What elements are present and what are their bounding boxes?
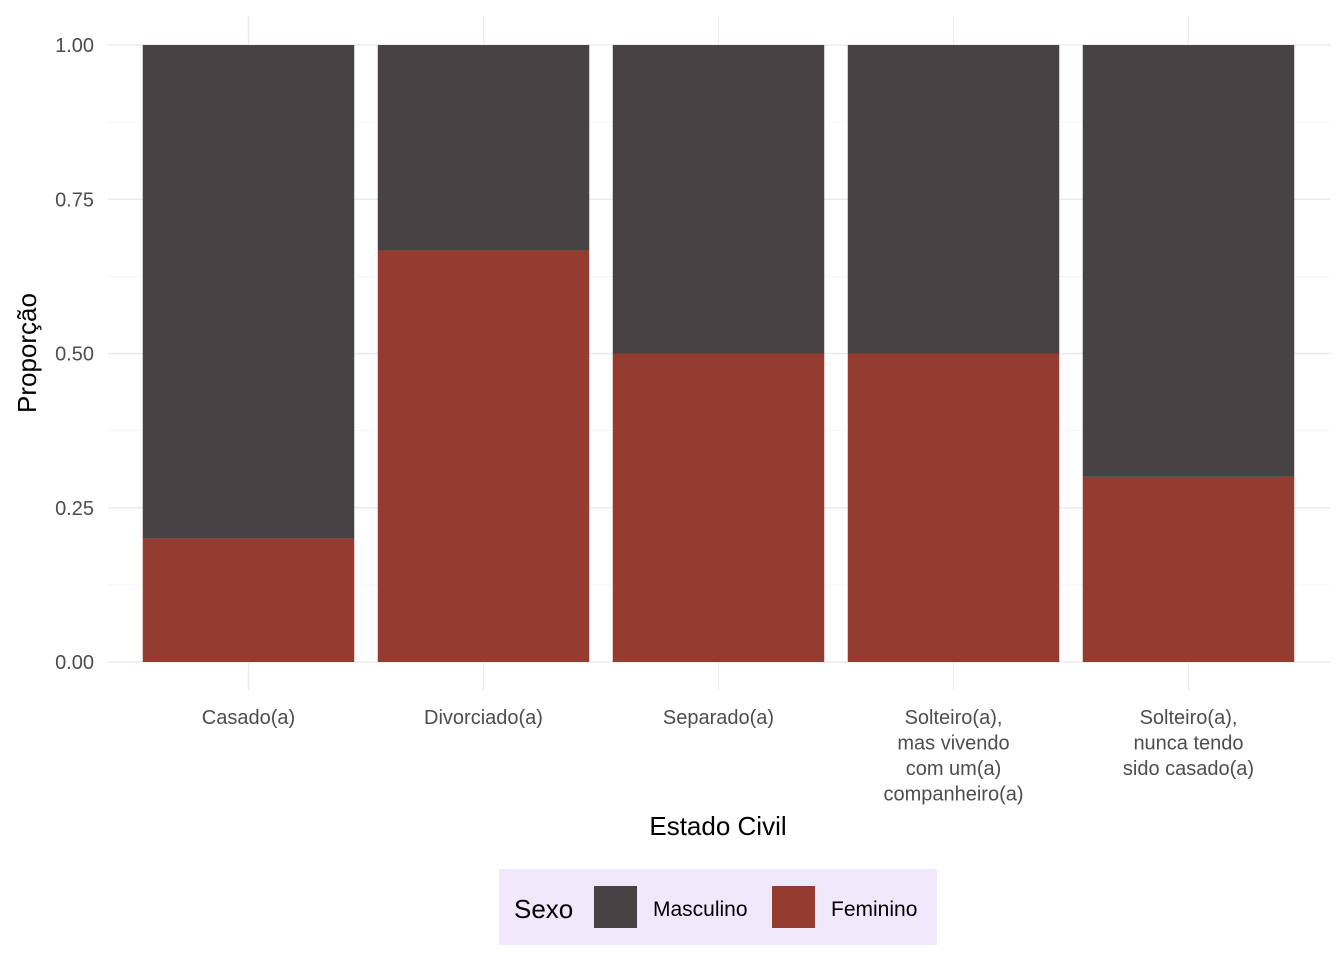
bar-feminino xyxy=(847,353,1060,662)
bars xyxy=(142,45,1295,662)
x-axis-title: Estado Civil xyxy=(649,811,786,841)
legend-key-masculino xyxy=(594,886,637,928)
x-tick-label: Solteiro(a), mas vivendo com um(a) companhe… xyxy=(883,707,1023,806)
y-tick-label: 0.00 xyxy=(55,652,94,674)
bar-feminino xyxy=(1082,476,1295,662)
x-tick-label: Solteiro(a), nunca tendo sido casado(a) xyxy=(1123,707,1254,780)
y-tick-label: 0.25 xyxy=(55,498,94,520)
bar-feminino xyxy=(377,250,590,662)
legend-key-feminino xyxy=(772,886,815,928)
y-tick-label: 0.50 xyxy=(55,344,94,366)
x-tick-label: Casado(a) xyxy=(202,707,295,729)
bar-masculino xyxy=(1082,45,1295,477)
legend-label-feminino: Feminino xyxy=(831,898,917,921)
legend-label-masculino: Masculino xyxy=(653,898,748,921)
bar-masculino xyxy=(377,45,590,251)
legend-title: Sexo xyxy=(514,894,573,924)
y-tick-label: 0.75 xyxy=(55,189,94,211)
bar-feminino xyxy=(142,538,355,662)
x-tick-label: Divorciado(a) xyxy=(424,707,543,729)
x-tick-label: Separado(a) xyxy=(663,707,774,729)
y-tick-label: 1.00 xyxy=(55,35,94,57)
x-axis-ticks: Casado(a) Divorciado(a) Separado(a) Solteir… xyxy=(202,707,1254,806)
y-axis-ticks: 0.00 0.25 0.50 0.75 1.00 xyxy=(55,35,94,674)
legend-background xyxy=(499,869,937,945)
bar-masculino xyxy=(142,45,355,539)
legend: Sexo Masculino Feminino xyxy=(499,869,937,945)
bar-masculino xyxy=(612,45,825,354)
legend-items: Masculino Feminino xyxy=(594,886,917,928)
bar-masculino xyxy=(847,45,1060,354)
bar-feminino xyxy=(612,353,825,662)
y-axis-title: Proporção xyxy=(12,293,42,413)
